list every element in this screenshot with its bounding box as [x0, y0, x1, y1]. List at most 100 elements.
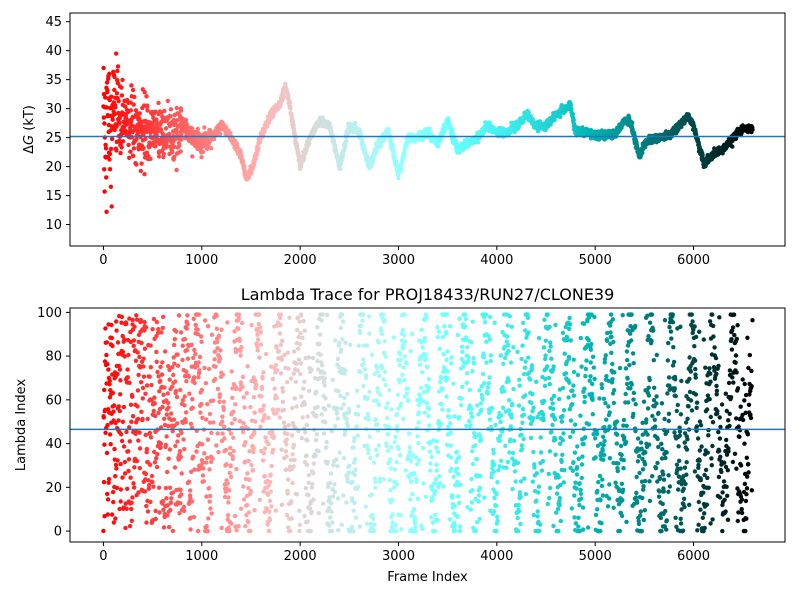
- lambda-point: [107, 378, 112, 383]
- lambda-point: [226, 500, 231, 505]
- lambda-point: [189, 342, 194, 347]
- lambda-point: [248, 488, 254, 494]
- delta-g-point: [190, 154, 195, 159]
- lambda-point: [238, 506, 244, 511]
- lambda-point: [128, 475, 133, 480]
- lambda-point: [127, 316, 132, 321]
- lambda-point: [131, 343, 136, 348]
- lambda-point: [139, 409, 144, 414]
- lambda-point: [219, 327, 224, 332]
- lambda-point: [351, 445, 356, 450]
- lambda-point: [373, 447, 379, 453]
- lambda-point: [384, 443, 389, 448]
- lambda-point: [402, 378, 407, 383]
- lambda-point: [451, 381, 456, 386]
- lambda-point: [337, 450, 342, 455]
- lambda-point: [447, 517, 452, 522]
- lambda-point: [316, 510, 321, 516]
- x-tick-label: 0: [99, 253, 107, 268]
- delta-g-point: [156, 154, 162, 159]
- lambda-point: [315, 405, 320, 410]
- lambda-point: [148, 365, 153, 370]
- lambda-point: [329, 501, 334, 506]
- lambda-point: [361, 357, 366, 362]
- lambda-point: [117, 506, 122, 512]
- lambda-point: [420, 345, 425, 350]
- delta-g-point: [128, 108, 133, 113]
- lambda-point: [257, 312, 262, 317]
- lambda-point: [381, 312, 386, 317]
- lambda-point: [253, 419, 258, 424]
- lambda-point: [373, 479, 378, 485]
- lambda-point: [387, 387, 392, 393]
- lambda-point: [161, 507, 166, 512]
- lambda-point: [131, 481, 136, 486]
- lambda-point: [159, 372, 165, 377]
- lambda-point: [423, 494, 429, 499]
- lambda-point: [429, 515, 434, 520]
- lambda-point: [184, 326, 189, 331]
- lambda-point: [236, 312, 242, 317]
- lambda-point: [220, 414, 225, 419]
- lambda-point: [197, 354, 203, 360]
- delta-g-point: [693, 131, 699, 137]
- lambda-point: [326, 523, 332, 528]
- delta-g-point: [122, 128, 128, 133]
- lambda-point: [167, 447, 173, 452]
- lambda-point: [385, 415, 390, 421]
- lambda-point: [285, 380, 290, 385]
- lambda-point: [234, 528, 239, 533]
- lambda-point: [310, 481, 315, 487]
- delta-g-point: [128, 149, 133, 154]
- lambda-point: [191, 355, 196, 361]
- lambda-point: [163, 349, 168, 354]
- x-tick-label: 1000: [185, 253, 218, 268]
- lambda-point: [439, 421, 444, 427]
- lambda-point: [121, 404, 127, 410]
- lambda-point: [397, 380, 402, 385]
- lambda-point: [229, 369, 234, 374]
- lambda-point: [271, 447, 276, 452]
- lambda-point: [214, 443, 219, 448]
- lambda-point: [316, 449, 321, 454]
- lambda-point: [251, 449, 256, 455]
- delta-g-point: [113, 105, 118, 110]
- delta-g-point: [101, 65, 106, 71]
- lambda-point: [393, 434, 398, 439]
- lambda-point: [225, 513, 231, 518]
- lambda-point: [325, 459, 331, 465]
- delta-g-y-axis-label: ΔG (kT): [22, 105, 37, 154]
- lambda-point: [203, 381, 209, 386]
- lambda-point: [289, 516, 294, 521]
- lambda-point: [336, 389, 341, 394]
- lambda-point: [341, 402, 346, 407]
- lambda-point: [142, 319, 147, 325]
- delta-g-point: [178, 108, 184, 113]
- lambda-point: [125, 367, 130, 372]
- lambda-point: [402, 354, 407, 359]
- lambda-point: [156, 374, 161, 379]
- lambda-point: [199, 387, 204, 393]
- lambda-point: [215, 386, 221, 392]
- delta-g-x-ticks: 0 1000 2000 3000 4000 5000 6000: [99, 246, 710, 268]
- lambda-point: [466, 355, 471, 360]
- lambda-point: [220, 431, 225, 436]
- lambda-point: [281, 420, 287, 425]
- lambda-point: [385, 448, 391, 453]
- lambda-point: [322, 370, 327, 376]
- lambda-point: [188, 527, 193, 532]
- lambda-point: [227, 528, 232, 534]
- lambda-point: [246, 510, 251, 515]
- lambda-point: [154, 319, 160, 325]
- lambda-point: [101, 528, 106, 534]
- lambda-point: [297, 508, 302, 513]
- lambda-point: [145, 416, 150, 422]
- delta-g-point: [115, 81, 121, 86]
- y-tick-label: 15: [45, 189, 62, 204]
- lambda-point: [260, 376, 265, 381]
- lambda-point: [440, 386, 445, 391]
- lambda-point: [128, 402, 134, 407]
- delta-g-point: [436, 144, 441, 149]
- lambda-point: [286, 423, 291, 428]
- lambda-point: [260, 407, 266, 413]
